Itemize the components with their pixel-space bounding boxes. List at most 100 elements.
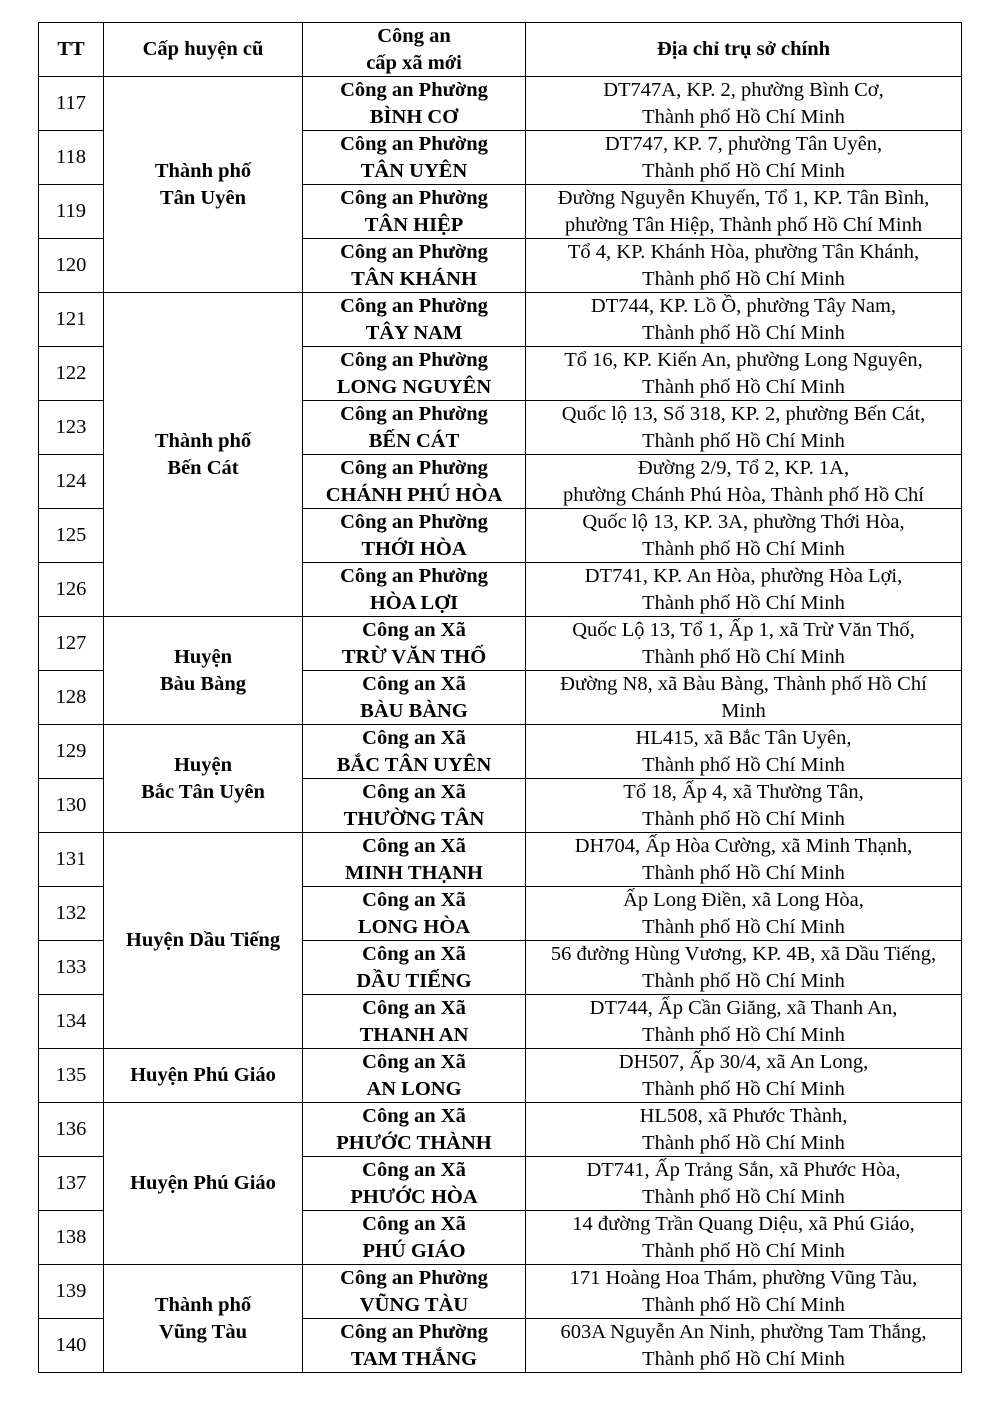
row-number: 129: [38, 724, 104, 779]
old-district-cell: Thành phố Bến Cát: [103, 292, 303, 617]
row-number: 130: [38, 778, 104, 833]
commune-police-cell: Công an Xã PHÚ GIÁO: [302, 1210, 526, 1265]
commune-police-cell: Công an Xã TRỪ VĂN THỐ: [302, 616, 526, 671]
row-number: 133: [38, 940, 104, 995]
address-cell: 603A Nguyễn An Ninh, phường Tam Thắng, T…: [525, 1318, 962, 1373]
commune-police-cell: Công an Phường BÌNH CƠ: [302, 76, 526, 131]
commune-police-cell: Công an Phường CHÁNH PHÚ HÒA: [302, 454, 526, 509]
address-cell: DT747A, KP. 2, phường Bình Cơ, Thành phố…: [525, 76, 962, 131]
table-row: 131 Huyện Dầu Tiếng Công an Xã MINH THẠNH D…: [38, 832, 962, 1049]
old-district-cell: Thành phố Tân Uyên: [103, 76, 303, 293]
commune-police-cell: Công an Phường VŨNG TÀU: [302, 1264, 526, 1319]
address-cell: 56 đường Hùng Vương, KP. 4B, xã Dầu Tiến…: [525, 940, 962, 995]
commune-police-cell: Công an Phường THỚI HÒA: [302, 508, 526, 563]
address-cell: HL415, xã Bắc Tân Uyên, Thành phố Hồ Chí…: [525, 724, 962, 779]
commune-police-cell: Công an Xã DẦU TIẾNG: [302, 940, 526, 995]
old-district-cell: Huyện Bàu Bàng: [103, 616, 303, 725]
commune-police-cell: Công an Xã MINH THẠNH: [302, 832, 526, 887]
table-row: 134 Công an Xã THANH AN DT744, Ấp Cần Giăn…: [38, 994, 962, 1049]
row-number: 136: [38, 1102, 104, 1157]
row-number: 132: [38, 886, 104, 941]
commune-police-cell: Công an Phường TÂN KHÁNH: [302, 238, 526, 293]
row-number: 118: [38, 130, 104, 185]
row-number: 138: [38, 1210, 104, 1265]
row-number: 121: [38, 292, 104, 347]
old-district-cell: Huyện Dầu Tiếng: [103, 832, 303, 1049]
police-stations-table: TT Cấp huyện cũ Công an cấp xã mới Địa c…: [38, 22, 962, 1373]
table-row: 133 Công an Xã DẦU TIẾNG 56 đường Hùng Vươ…: [38, 940, 962, 995]
address-cell: DT747, KP. 7, phường Tân Uyên, Thành phố…: [525, 130, 962, 185]
commune-police-cell: Công an Phường BẾN CÁT: [302, 400, 526, 455]
table-row: 137 Công an Xã PHƯỚC HÒA DT741, Ấp Trảng S…: [38, 1156, 962, 1211]
commune-police-cell: Công an Phường TÂN UYÊN: [302, 130, 526, 185]
table-row: 138 Công an Xã PHÚ GIÁO 14 đường Trần Quan…: [38, 1210, 962, 1265]
commune-police-cell: Công an Xã PHƯỚC HÒA: [302, 1156, 526, 1211]
commune-police-cell: Công an Xã BÀU BÀNG: [302, 670, 526, 725]
old-district-cell: Huyện Phú Giáo: [103, 1102, 303, 1265]
row-number: 134: [38, 994, 104, 1049]
address-cell: DT744, KP. Lồ Ồ, phường Tây Nam, Thành p…: [525, 292, 962, 347]
table-row: 129 Huyện Bắc Tân Uyên Công an Xã BẮC TÂN …: [38, 724, 962, 833]
address-cell: HL508, xã Phước Thành, Thành phố Hồ Chí …: [525, 1102, 962, 1157]
address-cell: DT744, Ấp Cần Giăng, xã Thanh An, Thành …: [525, 994, 962, 1049]
address-cell: Tổ 4, KP. Khánh Hòa, phường Tân Khánh, T…: [525, 238, 962, 293]
row-number: 139: [38, 1264, 104, 1319]
header-tt: TT: [38, 22, 104, 77]
row-number: 124: [38, 454, 104, 509]
address-cell: 14 đường Trần Quang Diệu, xã Phú Giáo, T…: [525, 1210, 962, 1265]
table-row: 135 Huyện Phú Giáo Công an Xã AN LONG DH507…: [38, 1048, 962, 1103]
address-cell: Đường 2/9, Tổ 2, KP. 1A, phường Chánh Ph…: [525, 454, 962, 509]
address-cell: DT741, KP. An Hòa, phường Hòa Lợi, Thành…: [525, 562, 962, 617]
commune-police-cell: Công an Xã AN LONG: [302, 1048, 526, 1103]
table-row: 123 Công an Phường BẾN CÁT Quốc lộ 13, Số …: [38, 400, 962, 455]
old-district-cell: Huyện Bắc Tân Uyên: [103, 724, 303, 833]
table-row: 127 Huyện Bàu Bàng Công an Xã TRỪ VĂN THỐ Q…: [38, 616, 962, 725]
row-number: 131: [38, 832, 104, 887]
address-cell: Tổ 16, KP. Kiến An, phường Long Nguyên, …: [525, 346, 962, 401]
table-header-row: TT Cấp huyện cũ Công an cấp xã mới Địa c…: [38, 22, 962, 77]
table-row: 125 Công an Phường THỚI HÒA Quốc lộ 13, KP…: [38, 508, 962, 563]
commune-police-cell: Công an Phường HÒA LỢI: [302, 562, 526, 617]
table-row: 126 Công an Phường HÒA LỢI DT741, KP. An H…: [38, 562, 962, 617]
row-number: 137: [38, 1156, 104, 1211]
row-number: 135: [38, 1048, 104, 1103]
commune-police-cell: Công an Phường LONG NGUYÊN: [302, 346, 526, 401]
address-cell: Quốc lộ 13, Số 318, KP. 2, phường Bến Cá…: [525, 400, 962, 455]
address-cell: Đường Nguyễn Khuyến, Tổ 1, KP. Tân Bình,…: [525, 184, 962, 239]
commune-police-cell: Công an Xã BẮC TÂN UYÊN: [302, 724, 526, 779]
commune-police-cell: Công an Phường TAM THẮNG: [302, 1318, 526, 1373]
commune-police-cell: Công an Phường TÂY NAM: [302, 292, 526, 347]
table-row: 139 Thành phố Vũng Tàu Công an Phường VŨNG…: [38, 1264, 962, 1373]
address-cell: Đường N8, xã Bàu Bàng, Thành phố Hồ Chí …: [525, 670, 962, 725]
address-cell: DH507, Ấp 30/4, xã An Long, Thành phố Hồ…: [525, 1048, 962, 1103]
address-cell: Ấp Long Điền, xã Long Hòa, Thành phố Hồ …: [525, 886, 962, 941]
address-cell: Quốc Lộ 13, Tổ 1, Ấp 1, xã Trừ Văn Thố, …: [525, 616, 962, 671]
address-cell: DH704, Ấp Hòa Cường, xã Minh Thạnh, Thàn…: [525, 832, 962, 887]
address-cell: 171 Hoàng Hoa Thám, phường Vũng Tàu, Thà…: [525, 1264, 962, 1319]
table-body: 117 Thành phố Tân Uyên Công an Phường BÌNH…: [38, 76, 962, 1373]
commune-police-cell: Công an Phường TÂN HIỆP: [302, 184, 526, 239]
commune-police-cell: Công an Xã THƯỜNG TÂN: [302, 778, 526, 833]
row-number: 127: [38, 616, 104, 671]
address-cell: Quốc lộ 13, KP. 3A, phường Thới Hòa, Thà…: [525, 508, 962, 563]
address-cell: Tổ 18, Ấp 4, xã Thường Tân, Thành phố Hồ…: [525, 778, 962, 833]
table-row: 130 Công an Xã THƯỜNG TÂN Tổ 18, Ấp 4, xã …: [38, 778, 962, 833]
table-row: 117 Thành phố Tân Uyên Công an Phường BÌNH…: [38, 76, 962, 293]
table-row: 132 Công an Xã LONG HÒA Ấp Long Điền, xã L…: [38, 886, 962, 941]
row-number: 126: [38, 562, 104, 617]
row-number: 128: [38, 670, 104, 725]
row-number: 123: [38, 400, 104, 455]
row-number: 125: [38, 508, 104, 563]
old-district-cell: Thành phố Vũng Tàu: [103, 1264, 303, 1373]
header-new-commune-police: Công an cấp xã mới: [302, 22, 526, 77]
table-row: 118 Công an Phường TÂN UYÊN DT747, KP. 7, …: [38, 130, 962, 185]
row-number: 117: [38, 76, 104, 131]
table-row: 140 Công an Phường TAM THẮNG 603A Nguyễn A…: [38, 1318, 962, 1373]
commune-police-cell: Công an Xã PHƯỚC THÀNH: [302, 1102, 526, 1157]
table-row: 119 Công an Phường TÂN HIỆP Đường Nguyễn K…: [38, 184, 962, 239]
row-number: 122: [38, 346, 104, 401]
row-number: 120: [38, 238, 104, 293]
table-row: 136 Huyện Phú Giáo Công an Xã PHƯỚC THÀNH H…: [38, 1102, 962, 1265]
table-row: 121 Thành phố Bến Cát Công an Phường TÂY N…: [38, 292, 962, 617]
row-number: 140: [38, 1318, 104, 1373]
